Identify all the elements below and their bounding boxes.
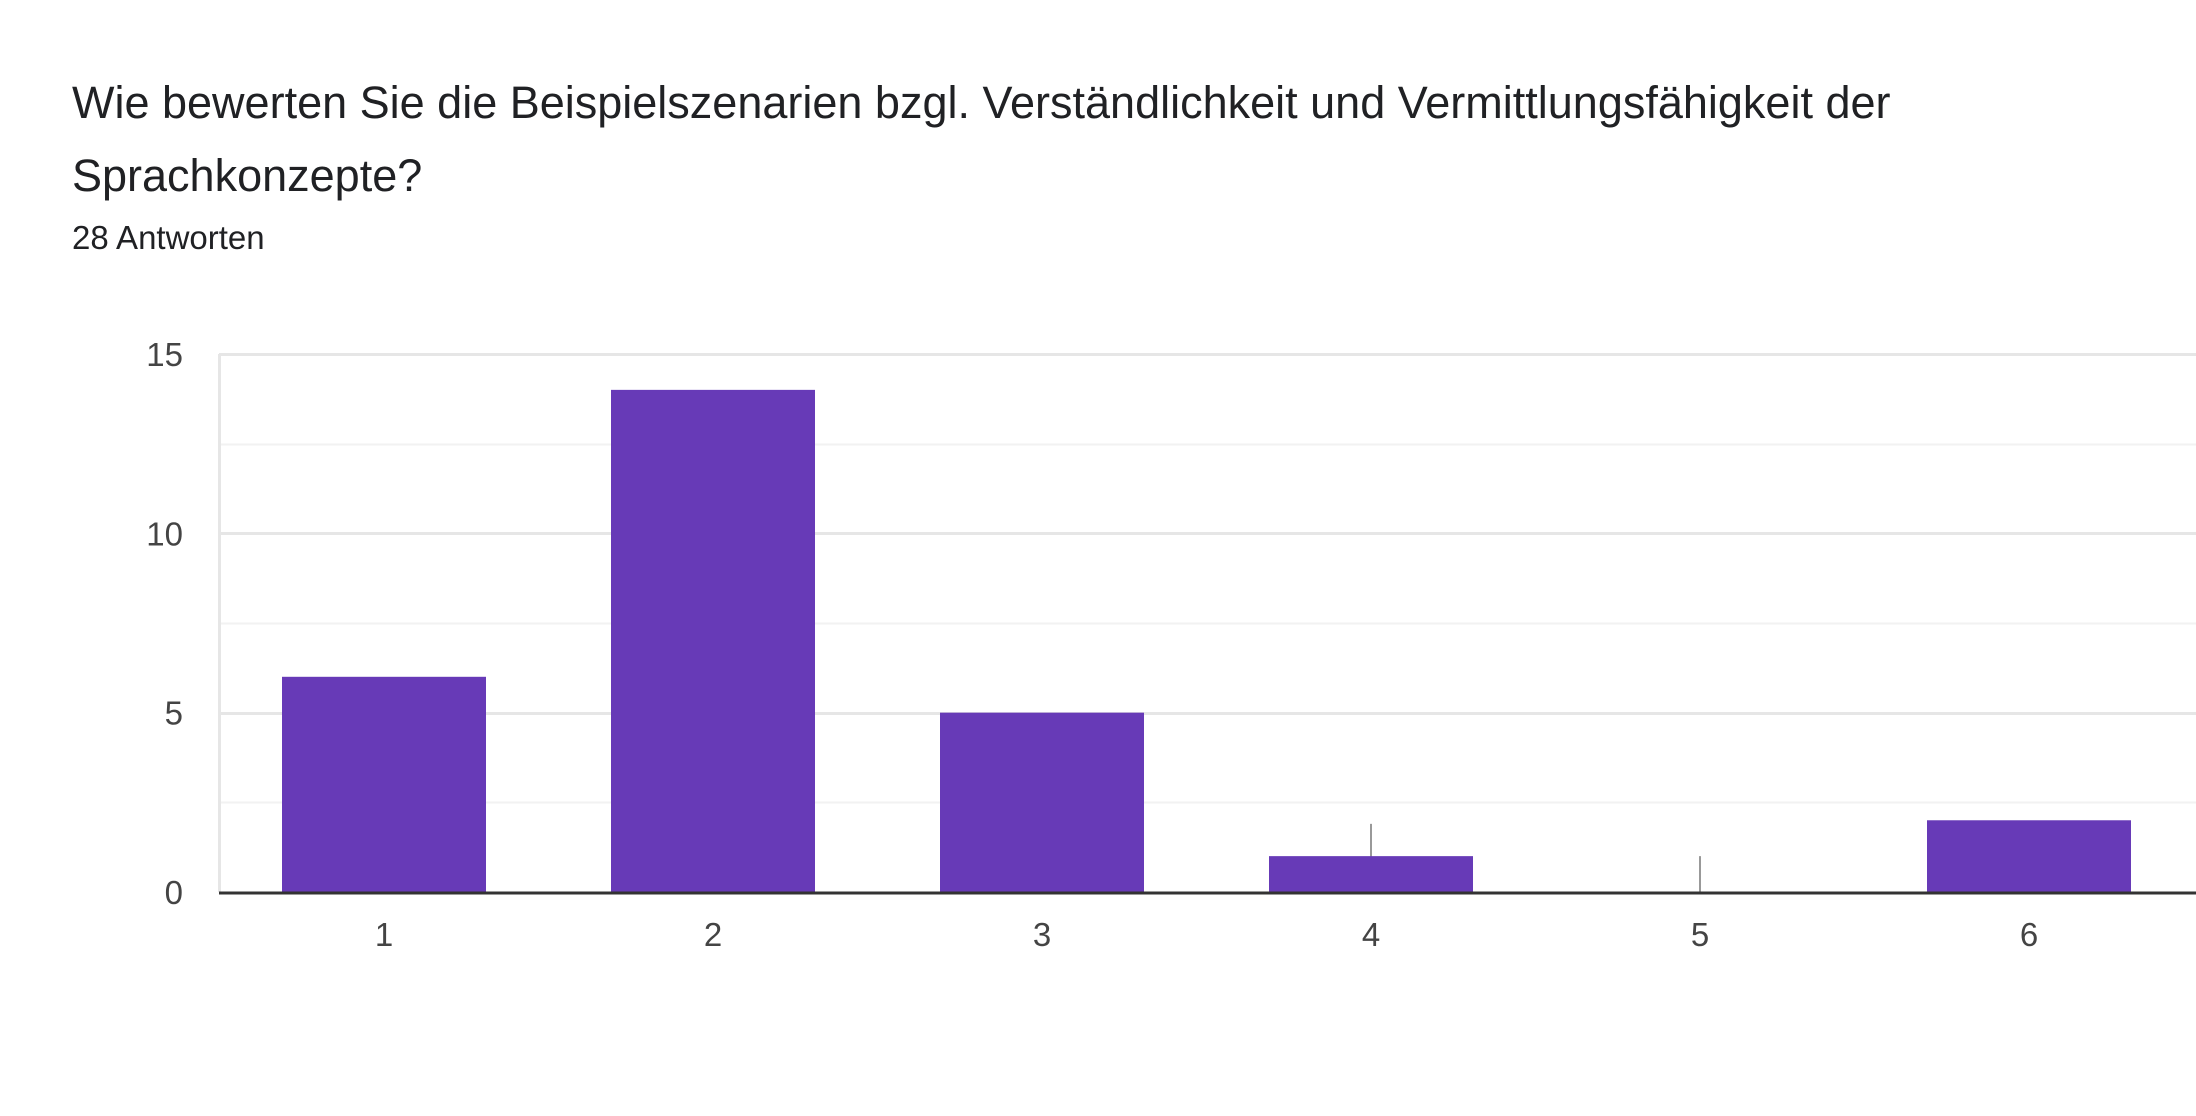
bar-1[interactable] [282,676,486,892]
x-tick-label: 2 [704,916,722,953]
y-tick-label: 0 [165,874,183,911]
bar-4[interactable] [1269,856,1473,892]
y-tick-labels: 0 5 10 15 [146,336,183,911]
y-tick-label: 5 [165,695,183,732]
x-tick-label: 5 [1691,916,1709,953]
question-title: Wie bewerten Sie die Beispielszenarien b… [72,77,1891,201]
y-tick-label: 10 [146,515,183,552]
x-tick-labels: 1 2 3 4 5 6 [375,916,2038,953]
gridlines [218,353,2196,892]
x-tick-label: 3 [1033,916,1051,953]
x-tick-label: 1 [375,916,393,953]
bar-3[interactable] [940,712,1144,892]
bar-6[interactable] [1927,820,2131,892]
y-tick-label: 15 [146,336,183,373]
bar-2[interactable] [611,389,815,892]
x-tick-label: 6 [2020,916,2038,953]
x-tick-label: 4 [1362,916,1380,953]
response-count: 28 Antworten [72,219,265,256]
bars [282,389,2131,892]
